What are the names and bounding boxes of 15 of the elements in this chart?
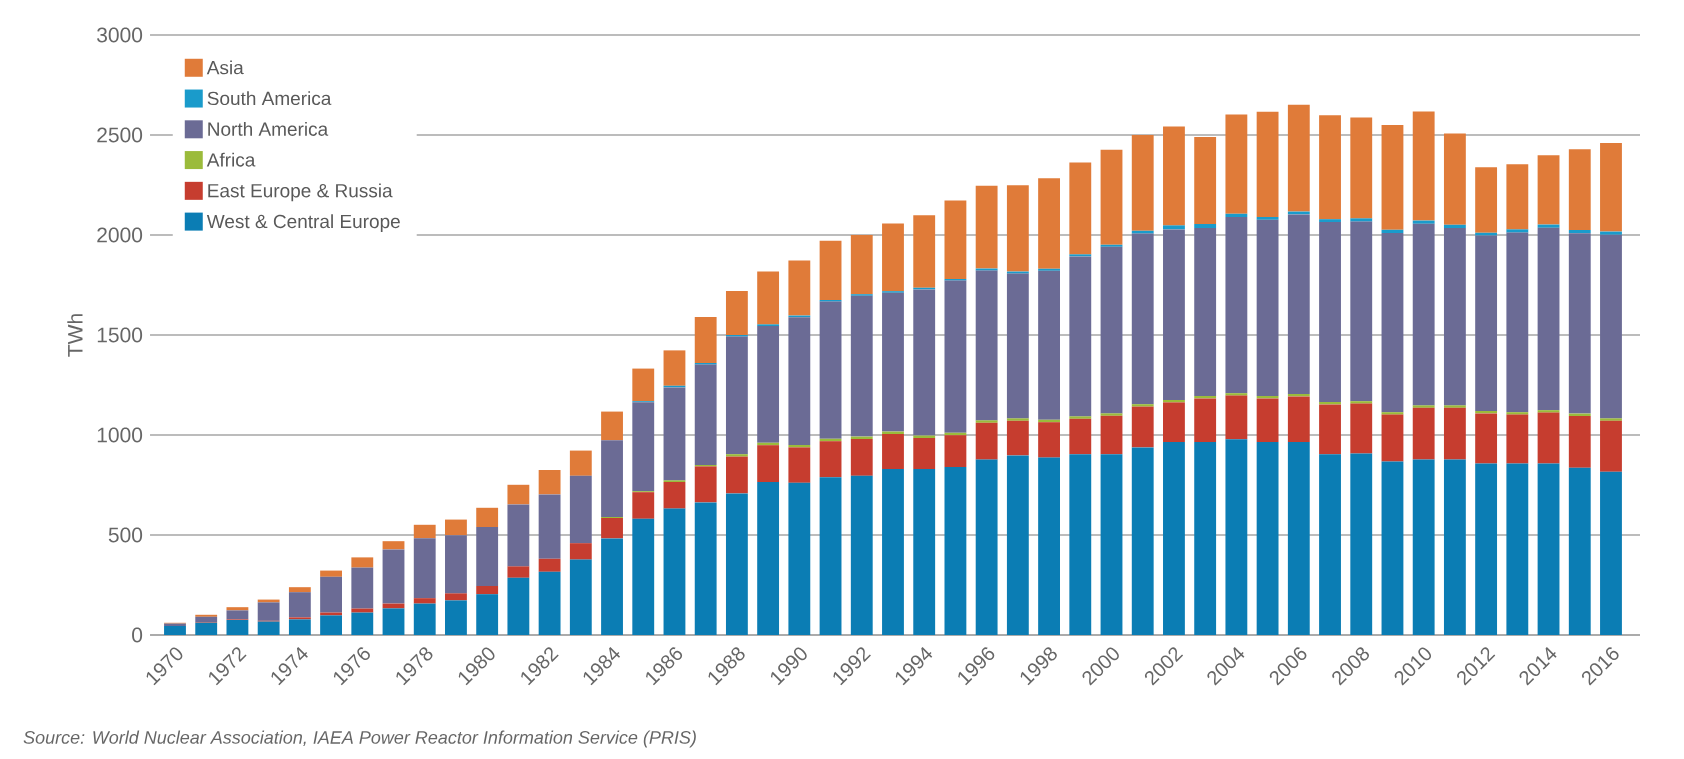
source-note: Source: World Nuclear Association, IAEA Power Reactor Information Service (PRIS) [23, 730, 696, 748]
y-tick-label: 2000 [97, 227, 143, 243]
legend-label: East Europe & Russia [208, 183, 393, 202]
legend-label: Asia [206, 60, 244, 75]
legend-label: North America [208, 121, 329, 136]
y-axis-title: TWh [67, 314, 83, 357]
y-tick-label: 1500 [97, 327, 143, 343]
y-tick-label: 3000 [97, 27, 143, 43]
y-tick-label: 0 [132, 627, 143, 643]
legend-label: Africa [206, 152, 256, 167]
legend-label: West & Central Europe [206, 214, 400, 232]
legend-label: South America [207, 91, 332, 106]
y-tick-label: 2500 [97, 127, 143, 143]
y-tick-label: 500 [108, 527, 143, 543]
y-tick-label: 1000 [97, 427, 143, 443]
